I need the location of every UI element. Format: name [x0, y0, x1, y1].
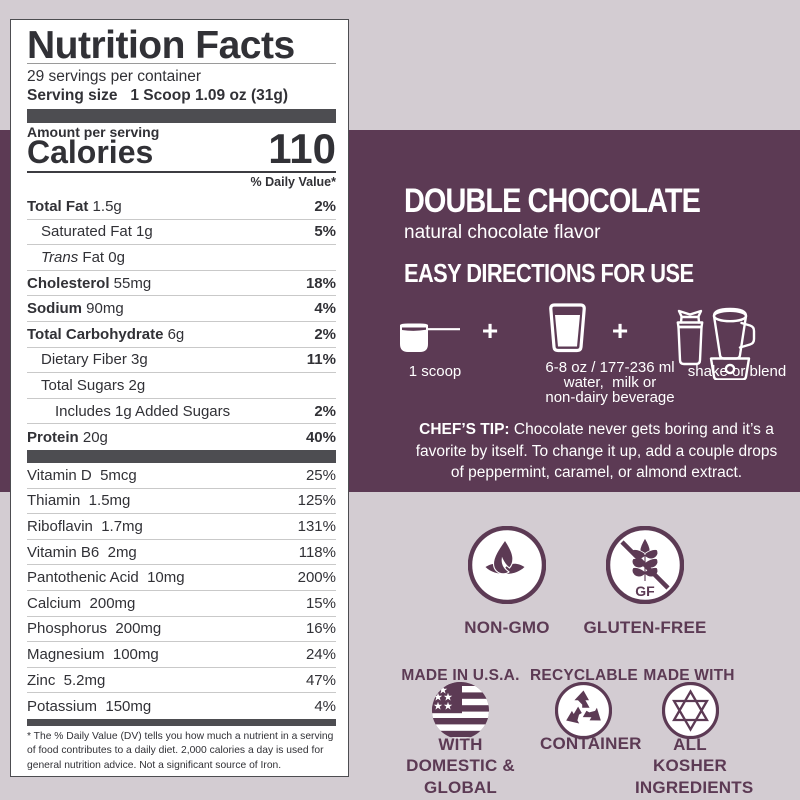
svg-text:GF: GF	[635, 583, 655, 599]
svg-text:+: +	[482, 315, 498, 346]
svg-text:+: +	[612, 315, 628, 346]
